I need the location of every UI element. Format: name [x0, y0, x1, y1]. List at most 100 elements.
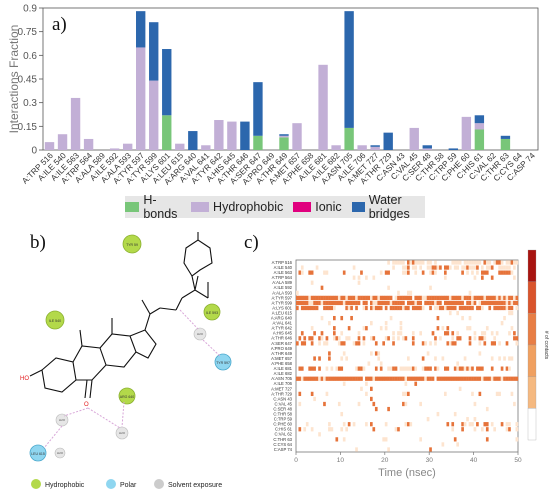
contact-cell	[347, 305, 351, 311]
contact-cell	[448, 310, 452, 316]
contact-cell	[303, 305, 307, 311]
contact-cell	[394, 366, 398, 371]
contact-cell	[513, 401, 516, 407]
contact-cell	[419, 300, 422, 306]
contact-cell	[510, 356, 514, 361]
contact-cell	[488, 300, 492, 306]
contact-cell	[397, 427, 400, 432]
contact-cell	[310, 341, 314, 346]
contact-cell	[461, 376, 464, 381]
contact-cell	[513, 295, 516, 301]
contact-cell	[510, 300, 514, 306]
contact-cell	[495, 376, 499, 381]
contact-cell	[409, 366, 413, 371]
contact-cell	[394, 260, 398, 265]
row-label: A:TYR 599	[272, 300, 293, 305]
contact-cell	[308, 295, 311, 301]
contact-cell	[387, 406, 390, 412]
contact-cell	[481, 270, 484, 275]
contact-cell	[493, 336, 496, 341]
contact-cell	[453, 437, 457, 442]
bar-segment	[357, 145, 367, 150]
contact-cell	[436, 295, 440, 301]
contact-cell	[505, 305, 509, 311]
contact-cell	[330, 366, 334, 371]
contact-cell	[456, 442, 459, 447]
contact-cell	[318, 295, 321, 301]
contact-cell	[456, 361, 459, 366]
contact-cell	[436, 265, 440, 270]
contact-cell	[458, 305, 462, 311]
contact-cell	[313, 305, 316, 311]
contact-cell	[407, 422, 410, 427]
y-tick-label: 0.15	[18, 122, 38, 133]
water-molecules	[54, 327, 207, 459]
contact-cell	[500, 422, 504, 427]
contact-cell	[503, 315, 506, 321]
row-label: A:PRO 649	[271, 346, 293, 351]
contact-cell	[473, 300, 477, 306]
contact-cell	[337, 376, 341, 381]
legend-item-hbonds: H-bonds	[125, 193, 181, 221]
contact-cell	[515, 260, 519, 265]
contact-cell	[419, 295, 422, 301]
contact-cell	[493, 300, 496, 306]
contact-cell	[471, 260, 474, 265]
contact-cell	[379, 361, 383, 366]
colorbar-label: # of contacts	[543, 331, 549, 360]
contact-cell	[298, 270, 302, 275]
contact-cell	[357, 366, 361, 371]
contact-cell	[392, 336, 395, 341]
x-tick-label: 40	[470, 457, 478, 464]
contact-cell	[333, 295, 336, 301]
contact-cell	[434, 270, 437, 275]
bar-segment	[409, 127, 419, 150]
contact-cell	[330, 427, 334, 432]
contact-cell	[495, 391, 499, 397]
contact-cell	[411, 260, 415, 265]
contact-cell	[387, 285, 390, 290]
bar-segment	[175, 143, 185, 150]
contact-cell	[392, 260, 395, 265]
contact-cell	[483, 422, 487, 427]
contact-cell	[379, 270, 383, 275]
contact-cell	[515, 300, 519, 306]
contact-cell	[485, 422, 489, 427]
bar-segment	[500, 135, 511, 139]
contact-cell	[510, 391, 514, 397]
contact-cell	[342, 341, 346, 346]
contact-cell	[318, 300, 321, 306]
bar-segment	[188, 131, 198, 150]
contact-cell	[444, 305, 447, 311]
contact-cell	[456, 376, 459, 381]
colorbar-segment	[527, 376, 537, 409]
contact-cell	[508, 331, 511, 336]
x-tick-label: 50	[514, 457, 522, 464]
bar-segment	[422, 148, 432, 150]
panel-b-letter: b)	[30, 232, 46, 253]
contact-cell	[453, 300, 457, 306]
contact-cell	[503, 305, 506, 311]
contact-cell	[310, 305, 314, 311]
row-label: A:HIS 645	[273, 331, 293, 336]
contact-cell	[335, 376, 339, 381]
residue-leu-bottom: LEU 615	[29, 444, 47, 462]
contact-cell	[476, 422, 479, 427]
contact-cell	[296, 305, 299, 311]
contact-cell	[515, 422, 519, 427]
contact-cell	[325, 270, 329, 275]
contact-cell	[478, 260, 482, 265]
contact-cell	[461, 305, 464, 311]
contact-cell	[367, 295, 371, 301]
contact-cell	[510, 326, 514, 331]
contact-cell	[365, 381, 368, 386]
contact-cell	[431, 270, 435, 275]
row-label: C:VAL 62	[275, 432, 293, 437]
contact-cell	[490, 295, 494, 301]
contact-cell	[340, 295, 344, 301]
contact-cell	[300, 295, 304, 301]
contact-cell	[508, 260, 511, 265]
x-axis-label: Time (nsec)	[378, 467, 436, 479]
contact-cell	[498, 300, 501, 306]
contact-cell	[513, 300, 516, 306]
